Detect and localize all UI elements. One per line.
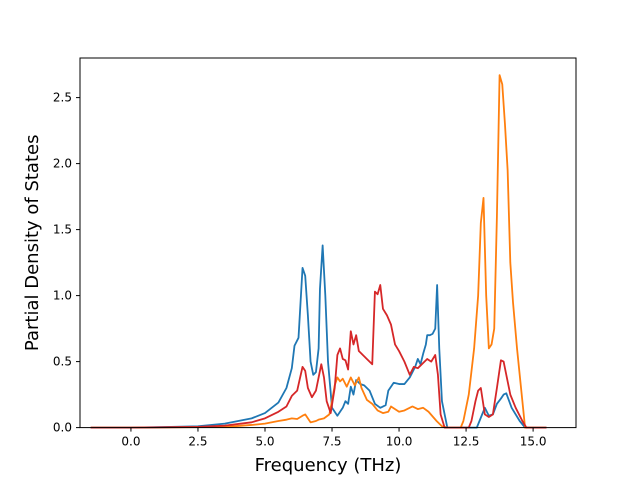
- series-line-3: [90, 284, 547, 429]
- series-line-1: [90, 244, 547, 429]
- y-axis-label: Partial Density of States: [22, 135, 43, 352]
- y-axis: 0.0 0.5 1.0 1.5 2.0 2.5: [53, 91, 80, 435]
- series-layer: [90, 74, 547, 429]
- y-tick-label: 0.5: [53, 355, 72, 369]
- y-tick-label: 0.0: [53, 421, 72, 435]
- y-tick-label: 2.0: [53, 157, 72, 171]
- y-tick-label: 2.5: [53, 91, 72, 105]
- y-tick-label: 1.5: [53, 223, 72, 237]
- x-axis-label: Frequency (THz): [255, 455, 402, 476]
- x-axis: 0.0 2.5 5.0 7.5 10.0 12.5 15.0: [121, 427, 547, 449]
- x-tick-label: 7.5: [322, 435, 341, 449]
- x-tick-label: 5.0: [255, 435, 274, 449]
- x-tick-label: 10.0: [386, 435, 413, 449]
- series-line-2: [90, 74, 547, 429]
- x-tick-label: 12.5: [453, 435, 480, 449]
- plot-frame: [79, 57, 577, 429]
- x-tick-label: 0.0: [121, 435, 140, 449]
- x-tick-label: 2.5: [188, 435, 207, 449]
- y-tick-label: 1.0: [53, 289, 72, 303]
- x-tick-label: 15.0: [520, 435, 547, 449]
